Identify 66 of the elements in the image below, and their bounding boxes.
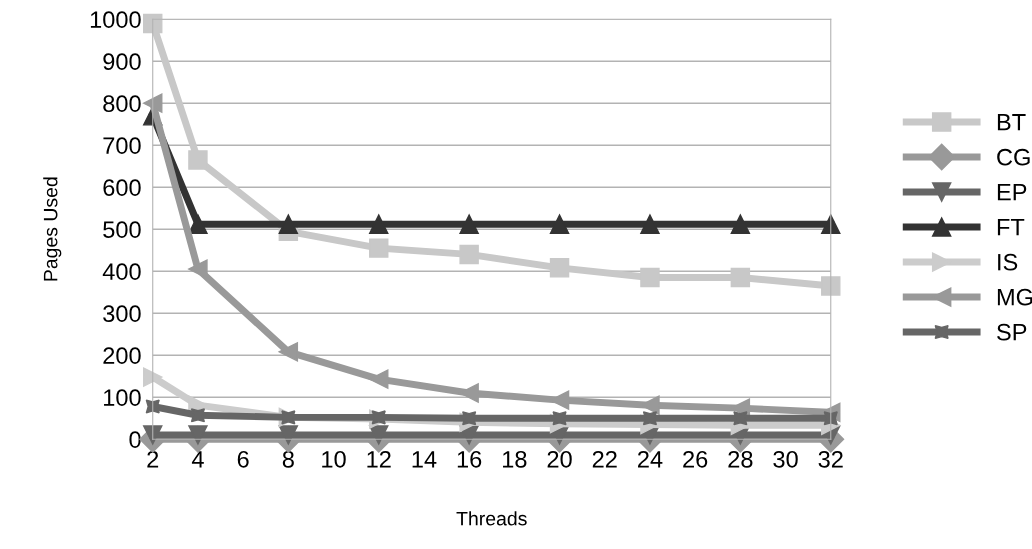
point [143,367,163,387]
point [188,150,208,170]
x-tick-label: 10 [322,450,346,468]
point [459,214,479,234]
point [369,238,389,258]
x-tick-label: 4 [191,451,204,468]
point [369,425,389,445]
point [823,411,838,426]
legend-label: IS [998,253,1018,271]
legend-label: FT [997,219,1025,236]
x-axis-title: Threads [456,511,527,526]
point [552,411,567,426]
x-tick-label: 16 [457,450,482,468]
x-tick-label: 6 [237,450,249,468]
x-tick-label: 32 [818,450,843,468]
point [730,267,751,288]
x-tick-label: 2 [147,450,159,468]
point [278,425,299,445]
y-tick-label: 300 [103,305,141,322]
point [462,411,477,426]
x-tick-label: 18 [503,450,527,468]
point [188,214,208,234]
x-tick-label: 14 [412,451,437,468]
x-tick-label: 12 [367,450,391,468]
point [278,214,299,234]
point [188,425,208,445]
point [369,369,389,389]
point [549,214,570,234]
y-tick-label: 900 [103,53,141,70]
x-tick-label: 24 [638,450,663,468]
x-tick-label: 28 [728,450,753,468]
point [640,267,660,288]
y-tick-label: 700 [103,137,141,154]
legend-label: SP [997,323,1027,341]
point [549,258,570,278]
legend-label: EP [997,184,1027,201]
y-tick-label: 800 [103,95,141,112]
y-axis-title: Pages Used [43,177,62,281]
point [730,214,751,234]
legend-label: CG [997,148,1030,166]
point [459,244,479,265]
x-tick-label: 26 [683,450,708,468]
point [733,411,748,426]
y-tick-label: 100 [104,389,141,406]
point [369,214,389,234]
y-tick-label: 600 [103,179,141,196]
point [278,342,299,362]
x-tick-label: 8 [282,450,294,468]
point [188,259,208,279]
point [143,13,163,34]
y-tick-label: 1000 [90,11,141,28]
legend-label: BT [997,114,1026,131]
y-tick-label: 500 [103,221,141,238]
point [640,214,660,234]
y-tick-label: 0 [129,431,141,448]
point [190,408,206,423]
x-tick-label: 30 [773,450,798,468]
y-tick-label: 400 [102,263,141,280]
legend-label: MG [997,288,1032,306]
point [821,276,841,296]
point [145,399,160,414]
point [642,411,658,426]
y-tick-label: 200 [103,347,141,364]
x-tick-label: 22 [592,450,617,468]
x-tick-label: 20 [547,450,572,468]
point [821,214,841,234]
